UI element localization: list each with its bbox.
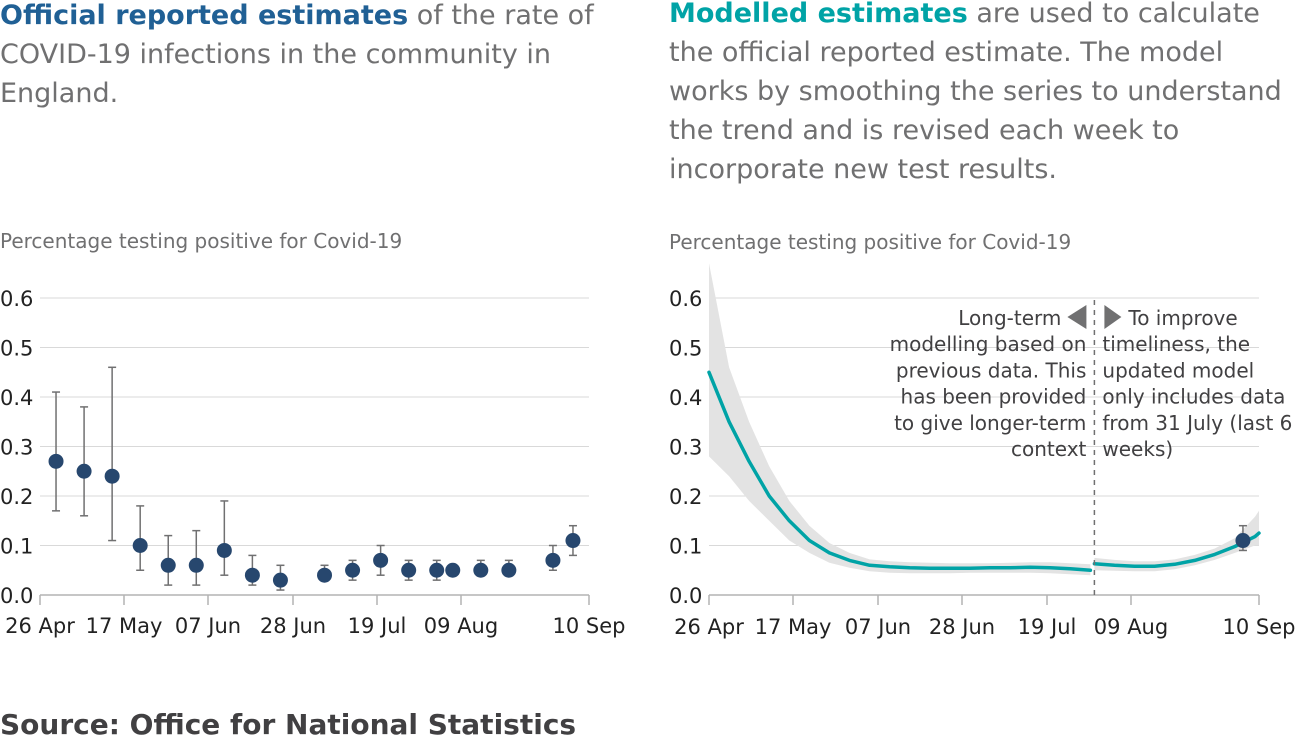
- y-tick-label: 0.5: [0, 337, 33, 361]
- annotation-left-line: context: [1011, 437, 1087, 461]
- x-tick-label: 10 Sep: [553, 614, 626, 638]
- x-tick-label: 09 Aug: [1094, 615, 1168, 639]
- data-point: [272, 572, 288, 588]
- y-tick-label: 0.1: [669, 535, 702, 559]
- data-point-group: [317, 564, 333, 583]
- data-point-group: [545, 544, 561, 571]
- x-tick-label: 19 Jul: [348, 614, 407, 638]
- data-point-group: [401, 559, 417, 581]
- annotation-right-line: updated model: [1102, 358, 1254, 382]
- data-point: [48, 453, 64, 469]
- data-point-group: [132, 505, 148, 571]
- y-tick-label: 0.1: [0, 535, 33, 559]
- annotation-left-line: to give longer-term: [894, 411, 1086, 435]
- data-point-group: [216, 500, 232, 576]
- annotation-right-line: only includes data: [1102, 385, 1285, 409]
- official-estimates-chart: 0.0 0.1 0.2 0.3 0.4 0.5 0.6 26 Apr 17 May 07 Jun 2…: [0, 287, 626, 638]
- data-point: [345, 562, 361, 578]
- data-point-group: [345, 559, 361, 581]
- annotation-left-line: has been provided: [901, 385, 1087, 409]
- right-headline: Modelled estimates are used to calculate…: [669, 0, 1304, 189]
- data-point-group: [445, 562, 461, 578]
- left-headline: Official reported estimates of the rate …: [0, 0, 620, 113]
- x-tick-label: 17 May: [86, 614, 163, 638]
- data-point-group: [188, 529, 204, 586]
- left-y-axis-title: Percentage testing positive for Covid-19: [0, 229, 403, 253]
- confidence-band-updated: [1094, 510, 1259, 572]
- y-tick-label: 0.6: [0, 287, 33, 311]
- annotation-left-line: Long-term: [958, 306, 1061, 330]
- data-point: [244, 567, 260, 583]
- annotation-right-line: timeliness, the: [1102, 332, 1250, 356]
- y-tick-label: 0.2: [669, 485, 702, 509]
- right-arrow-icon: [1104, 305, 1122, 329]
- left-headline-highlight: Official reported estimates: [0, 0, 409, 31]
- y-tick-label: 0.4: [0, 386, 33, 410]
- data-point-group: [160, 534, 176, 586]
- x-tick-label: 26 Apr: [5, 614, 75, 638]
- data-point-group: [48, 391, 64, 512]
- data-point: [76, 463, 92, 479]
- data-point: [501, 562, 517, 578]
- right-headline-rest: are used to calculate the official repor…: [669, 0, 1282, 185]
- x-tick-label: 07 Jun: [175, 614, 241, 638]
- modelled-line-long-term: [707, 370, 1093, 573]
- x-tick-label: 19 Jul: [1018, 615, 1077, 639]
- data-point-group: [244, 554, 260, 586]
- annotation-right-line: weeks): [1102, 437, 1173, 461]
- y-tick-label: 0.4: [669, 386, 702, 410]
- annotation-right-line: from 31 July (last 6: [1102, 411, 1292, 435]
- annotation-right-line: To improve: [1127, 306, 1237, 330]
- y-tick-label: 0.5: [669, 337, 702, 361]
- data-point: [317, 567, 333, 583]
- data-point: [373, 552, 389, 568]
- x-tick-label: 07 Jun: [845, 615, 911, 639]
- left-headline-rest: of the rate of COVID-19 infections in th…: [0, 0, 594, 109]
- data-point: [429, 562, 445, 578]
- x-tick-label: 10 Sep: [1223, 615, 1296, 639]
- data-point: [545, 552, 561, 568]
- data-point-group: [565, 524, 581, 557]
- data-point: [216, 542, 232, 558]
- y-tick-label: 0.3: [669, 436, 702, 460]
- data-point: [1235, 533, 1251, 549]
- data-point: [132, 538, 148, 553]
- x-tick-label: 28 Jun: [929, 615, 995, 639]
- data-point-group: [104, 366, 120, 542]
- right-y-axis-title: Percentage testing positive for Covid-19: [669, 230, 1072, 254]
- left-arrow-icon: [1067, 305, 1087, 329]
- data-point-group: [272, 564, 288, 591]
- y-tick-label: 0.0: [0, 584, 33, 608]
- y-tick-label: 0.0: [669, 584, 702, 608]
- data-point-group: [501, 559, 517, 578]
- x-tick-label: 09 Aug: [424, 614, 498, 638]
- x-tick-label: 28 Jun: [260, 614, 326, 638]
- right-headline-highlight: Modelled estimates: [669, 0, 968, 29]
- data-point: [473, 562, 489, 578]
- data-point: [188, 557, 204, 573]
- data-point-group: [473, 559, 489, 578]
- x-tick-label: 26 Apr: [674, 615, 744, 639]
- y-tick-label: 0.3: [0, 436, 33, 460]
- data-point-group: [373, 544, 389, 576]
- data-point: [104, 468, 120, 484]
- x-tick-label: 17 May: [755, 615, 832, 639]
- y-tick-label: 0.6: [669, 287, 702, 311]
- data-point-group: [429, 559, 445, 581]
- annotation-left-line: modelling based on: [890, 332, 1087, 356]
- annotation-left-line: previous data. This: [896, 358, 1087, 382]
- data-point: [160, 557, 176, 573]
- y-tick-label: 0.2: [0, 485, 33, 509]
- data-point-group: [76, 406, 92, 517]
- data-point: [565, 533, 581, 549]
- source-note: Source: Office for National Statistics: [0, 708, 577, 741]
- data-point: [401, 562, 417, 578]
- data-point: [445, 562, 461, 578]
